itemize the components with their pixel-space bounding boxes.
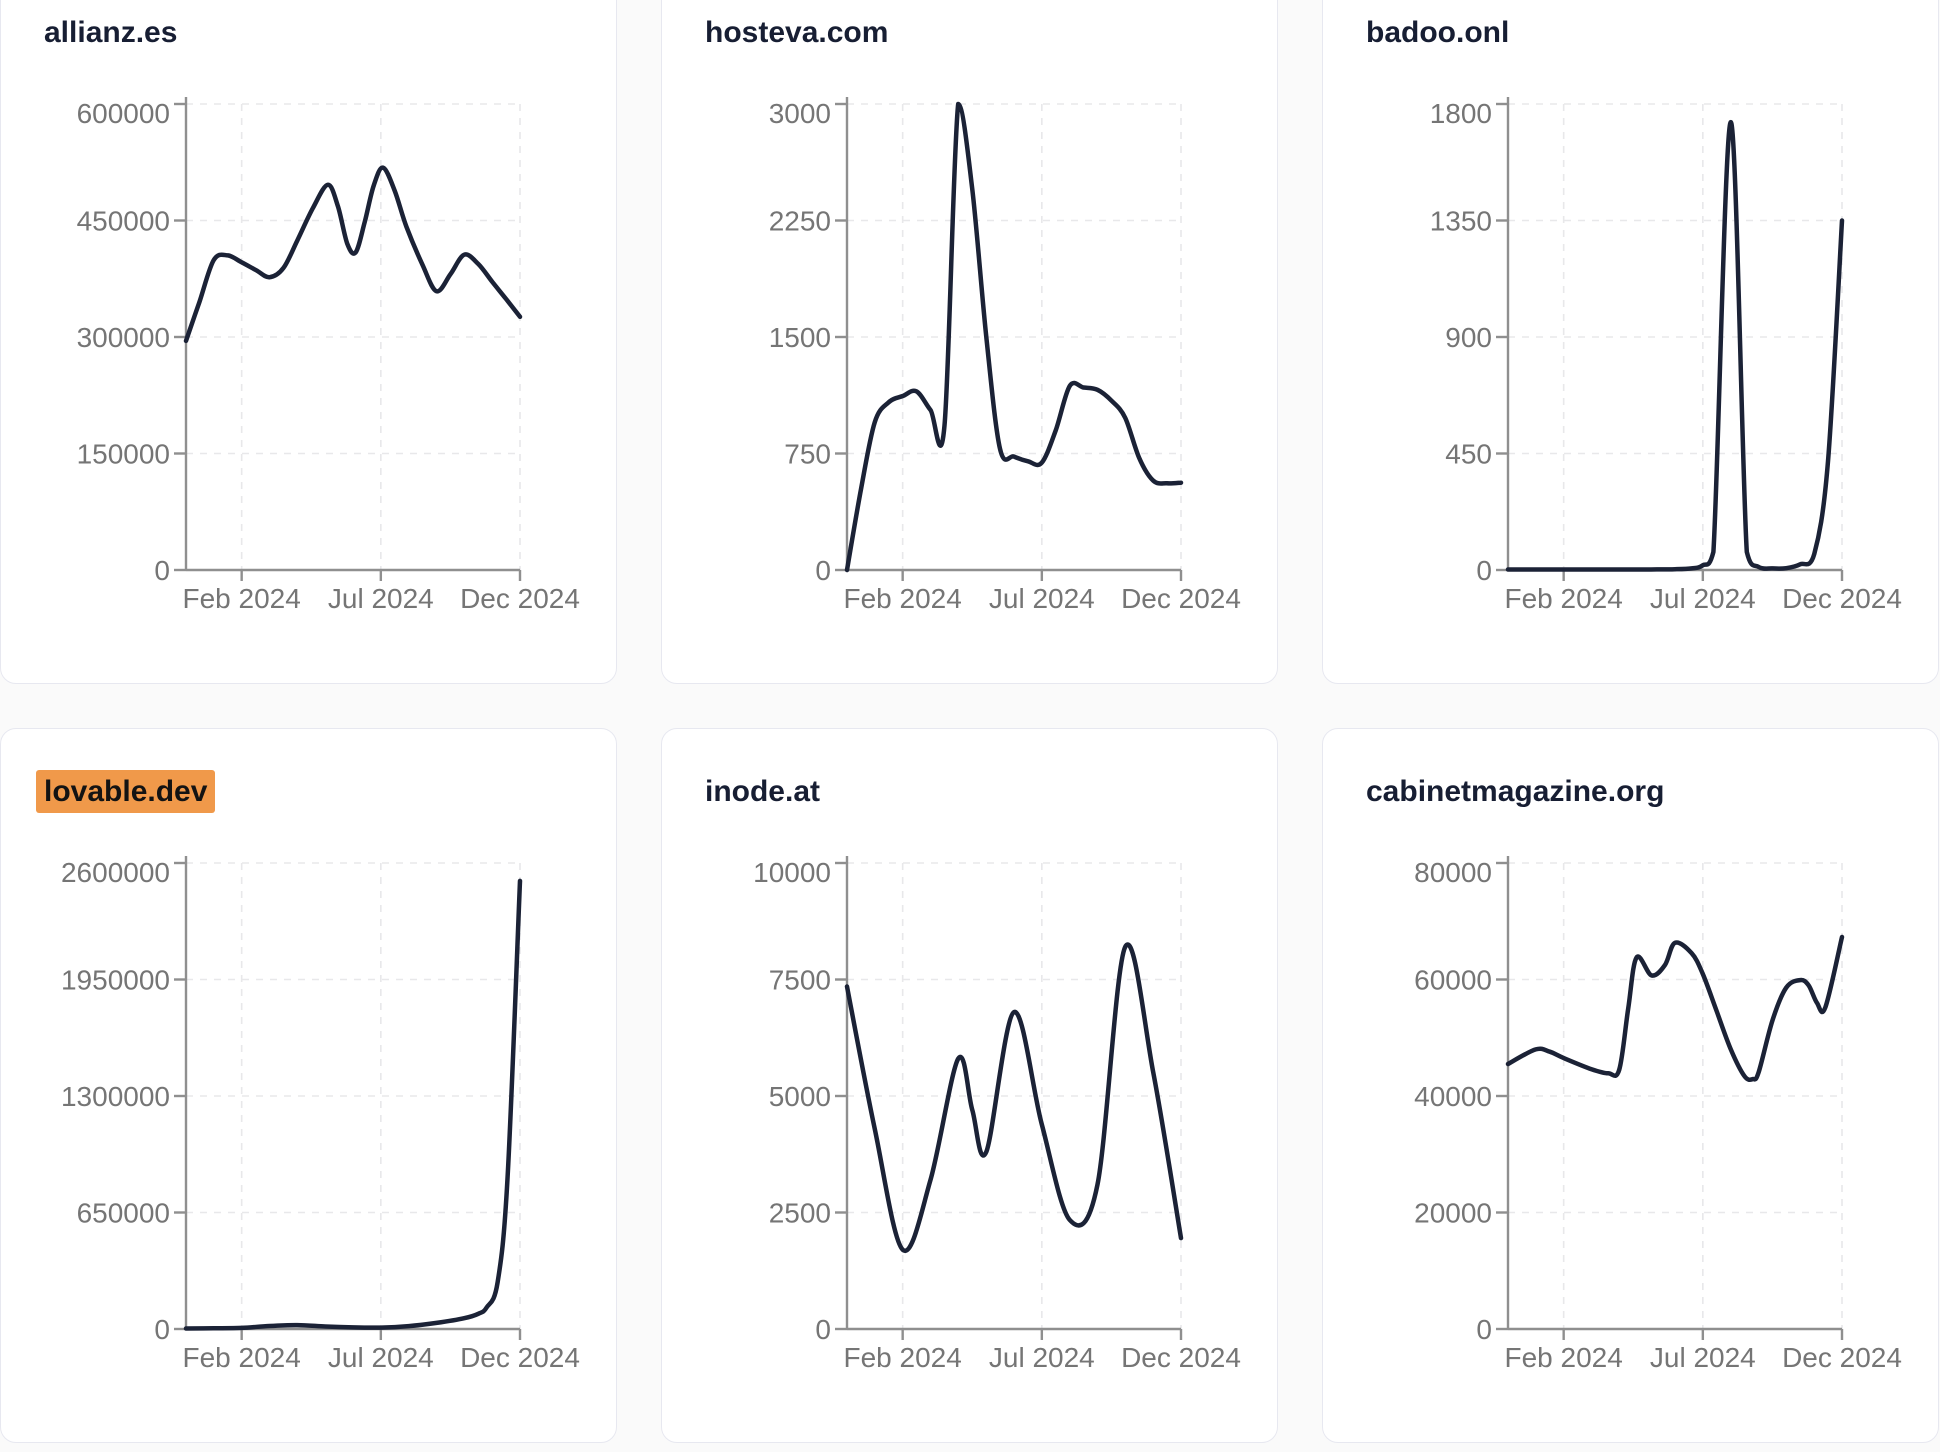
y-tick-label: 60000 [1414, 965, 1492, 996]
chart-title: lovable.dev [36, 770, 216, 813]
x-tick-label: Feb 2024 [183, 1342, 301, 1373]
y-tick-label: 0 [154, 1314, 170, 1345]
chart-title: badoo.onl [1366, 14, 1509, 52]
chart-card-hosteva-com: hosteva.com 0 750 1500 2250 3000 Feb 2024 Jul … [661, 0, 1278, 684]
y-tick-label: 7500 [769, 965, 831, 996]
chart-title-text: cabinetmagazine.org [1366, 775, 1665, 808]
chart-card-badoo-onl: badoo.onl 0 450 900 1350 1800 Feb 2024 Jul 202… [1322, 0, 1939, 684]
y-tick-label: 0 [815, 1314, 831, 1345]
x-tick-label: Feb 2024 [183, 583, 301, 614]
x-tick-label: Dec 2024 [460, 583, 580, 614]
chart-card-lovable-dev: lovable.dev 0 650000 1300000 1950000 2600000… [0, 728, 617, 1443]
series-line [1505, 119, 1845, 572]
y-tick-label: 10000 [753, 857, 831, 888]
y-tick-label: 2250 [769, 206, 831, 237]
y-tick-label: 0 [154, 555, 170, 586]
x-tick-label: Dec 2024 [1121, 1342, 1241, 1373]
y-tick-label: 300000 [77, 322, 170, 353]
line-chart-allianz-es: 0 150000 300000 450000 600000 Feb 2024 Jul 202… [77, 97, 580, 614]
y-tick-label: 600000 [77, 98, 170, 129]
x-tick-label: Dec 2024 [1782, 583, 1902, 614]
y-tick-label: 0 [1476, 1314, 1492, 1345]
series-line [844, 101, 1184, 573]
x-tick-label: Jul 2024 [1650, 583, 1756, 614]
series-line [183, 165, 523, 344]
line-chart-badoo-onl: 0 450 900 1350 1800 Feb 2024 Jul 2024 Dec 2024 [1430, 97, 1902, 614]
x-tick-label: Jul 2024 [328, 583, 434, 614]
x-tick-label: Feb 2024 [844, 1342, 962, 1373]
chart-title: allianz.es [44, 14, 177, 52]
x-tick-label: Jul 2024 [1650, 1342, 1756, 1373]
chart-title: hosteva.com [705, 14, 888, 52]
line-chart-lovable-dev: 0 650000 1300000 1950000 2600000 Feb 2024 Jul … [61, 856, 580, 1373]
series-line [1505, 934, 1845, 1082]
x-tick-label: Dec 2024 [1121, 583, 1241, 614]
chart-card-allianz-es: allianz.es 0 150000 300000 450000 600000 Feb … [0, 0, 617, 684]
y-tick-label: 450 [1445, 439, 1492, 470]
y-tick-label: 40000 [1414, 1081, 1492, 1112]
y-tick-label: 1950000 [61, 965, 170, 996]
y-tick-label: 450000 [77, 206, 170, 237]
x-tick-label: Dec 2024 [1782, 1342, 1902, 1373]
x-tick-label: Jul 2024 [989, 1342, 1095, 1373]
y-tick-label: 2600000 [61, 857, 170, 888]
y-tick-label: 1500 [769, 322, 831, 353]
y-tick-label: 2500 [769, 1198, 831, 1229]
y-tick-label: 650000 [77, 1198, 170, 1229]
chart-card-inode-at: inode.at 0 2500 5000 7500 10000 Feb 2024 Jul 2… [661, 728, 1278, 1443]
x-tick-label: Feb 2024 [844, 583, 962, 614]
y-tick-label: 5000 [769, 1081, 831, 1112]
y-tick-label: 0 [1476, 555, 1492, 586]
y-tick-label: 150000 [77, 439, 170, 470]
x-tick-label: Feb 2024 [1505, 583, 1623, 614]
x-tick-label: Dec 2024 [460, 1342, 580, 1373]
chart-title: cabinetmagazine.org [1366, 773, 1664, 811]
y-tick-label: 3000 [769, 98, 831, 129]
x-tick-label: Jul 2024 [328, 1342, 434, 1373]
chart-card-cabinetmagazine-org: cabinetmagazine.org 0 20000 40000 60000 8000… [1322, 728, 1939, 1443]
chart-title-text: allianz.es [44, 16, 178, 49]
y-tick-label: 900 [1445, 322, 1492, 353]
y-tick-label: 0 [815, 555, 831, 586]
chart-title-text: hosteva.com [705, 16, 889, 49]
x-tick-label: Feb 2024 [1505, 1342, 1623, 1373]
series-line [183, 878, 523, 1331]
x-tick-label: Jul 2024 [989, 583, 1095, 614]
y-tick-label: 1350 [1430, 206, 1492, 237]
line-chart-cabinetmagazine-org: 0 20000 40000 60000 80000 Feb 2024 Jul 2024 Dec… [1414, 856, 1902, 1373]
y-tick-label: 80000 [1414, 857, 1492, 888]
y-tick-label: 750 [784, 439, 831, 470]
highlighted-chart-title-text: lovable.dev [36, 770, 216, 813]
chart-title-text: inode.at [705, 775, 821, 808]
chart-title: inode.at [705, 773, 820, 811]
y-tick-label: 1300000 [61, 1081, 170, 1112]
line-chart-hosteva-com: 0 750 1500 2250 3000 Feb 2024 Jul 2024 Dec 2024 [769, 97, 1241, 614]
y-tick-label: 20000 [1414, 1198, 1492, 1229]
y-tick-label: 1800 [1430, 98, 1492, 129]
chart-title-text: badoo.onl [1366, 16, 1510, 49]
line-chart-inode-at: 0 2500 5000 7500 10000 Feb 2024 Jul 2024 Dec 20… [753, 856, 1241, 1373]
series-line [844, 942, 1184, 1254]
